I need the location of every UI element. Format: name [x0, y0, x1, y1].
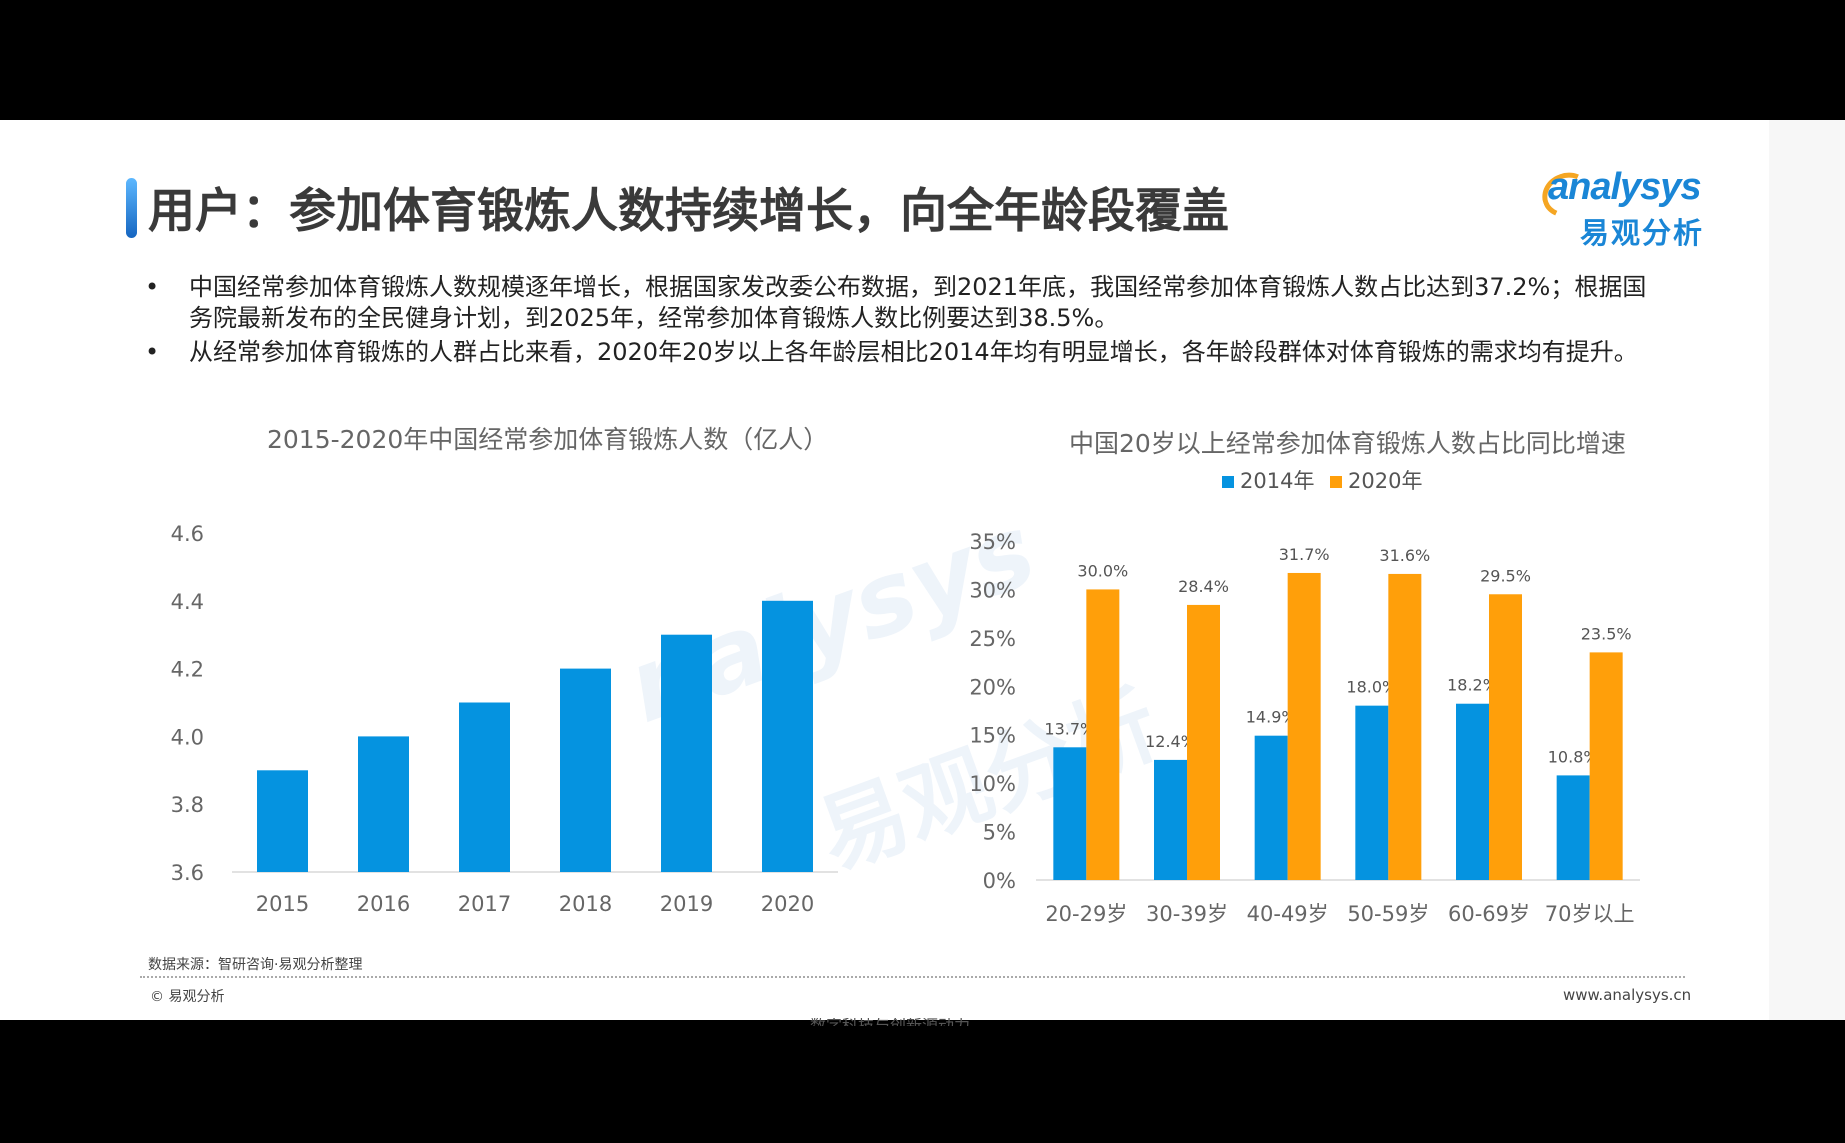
x-tick-label: 60-69岁: [1448, 902, 1530, 926]
bar-2020年-50-59岁: [1388, 573, 1422, 880]
data-label: 18.0%: [1346, 678, 1397, 697]
bar-2014年-50-59岁: [1355, 705, 1389, 880]
x-tick-label: 50-59岁: [1347, 902, 1429, 926]
data-label: 18.2%: [1447, 676, 1498, 695]
bar-2014年-70岁以上: [1556, 775, 1590, 880]
x-tick-label: 20-29岁: [1045, 902, 1127, 926]
x-tick-label: 2016: [357, 892, 410, 916]
bar-2016: [358, 736, 409, 872]
y-tick-label: 4.6: [171, 522, 204, 546]
right-margin-strip: [1769, 120, 1845, 1020]
slide: nalysys 易观分析 用户：参加体育锻炼人数持续增长，向全年龄段覆盖 ana…: [0, 120, 1845, 1020]
data-label: 23.5%: [1581, 624, 1632, 643]
title-accent-bar: [126, 178, 137, 238]
data-label: 31.6%: [1379, 546, 1430, 565]
bar-2014年-60-69岁: [1456, 703, 1489, 880]
data-label: 28.4%: [1178, 577, 1229, 596]
data-label: 29.5%: [1480, 566, 1531, 585]
page-title: 用户：参加体育锻炼人数持续增长，向全年龄段覆盖: [148, 184, 1229, 239]
x-tick-label: 2020: [761, 892, 814, 916]
legend-swatch-2014: [1222, 476, 1234, 488]
bar-2014年-40-49岁: [1254, 735, 1288, 880]
logo-text-en: analysys: [1548, 166, 1702, 208]
bar-2018: [560, 668, 611, 872]
bar-2015: [257, 770, 308, 872]
footer-divider: [140, 976, 1685, 978]
website-text: www.analysys.cn: [1563, 986, 1692, 1004]
bar-2020年-30-39岁: [1187, 604, 1220, 880]
bullet-text: 从经常参加体育锻炼的人群占比来看，2020年20岁以上各年龄层相比2014年均有…: [189, 338, 1638, 366]
x-tick-label: 40-49岁: [1247, 902, 1329, 926]
bullet-dot: •: [145, 338, 160, 366]
x-tick-label: 2018: [559, 892, 612, 916]
x-tick-label: 2019: [660, 892, 713, 916]
y-tick-label: 4.4: [171, 590, 204, 614]
x-tick-label: 2017: [458, 892, 511, 916]
x-tick-label: 70岁以上: [1545, 902, 1635, 926]
bar-2017: [459, 702, 510, 872]
y-tick-label: 20%: [969, 675, 1016, 699]
y-tick-label: 4.2: [171, 658, 204, 682]
bottom-cutoff-text: 数字科技与创新源动力: [810, 1018, 990, 1026]
y-tick-label: 3.6: [171, 861, 204, 885]
legend-item-2014: 2014年: [1222, 465, 1314, 495]
chart-left-svg: 3.6 3.8 4.0 4.2 4.4 4.6 2015 2016 2017 2018 2019 20…: [171, 522, 838, 916]
copyright-text: © 易观分析: [150, 989, 225, 1005]
logo-text-cn: 易观分析: [1580, 216, 1705, 250]
bar-2020年-40-49岁: [1287, 572, 1321, 880]
data-label: 10.8%: [1548, 747, 1599, 766]
brand-logo: analysys 易观分析: [1535, 165, 1740, 256]
y-tick-label: 4.0: [171, 725, 204, 749]
y-tick-label: 25%: [969, 627, 1016, 651]
legend-swatch-2020: [1330, 476, 1342, 488]
bar-2020年-60-69岁: [1489, 594, 1522, 880]
chart-title-right: 中国20岁以上经常参加体育锻炼人数占比同比增速: [1069, 429, 1626, 458]
y-tick-label: 3.8: [171, 793, 204, 817]
legend-item-2020: 2020年: [1330, 465, 1422, 495]
y-tick-label: 0%: [983, 869, 1016, 893]
legend-label-2014: 2014年: [1240, 469, 1315, 493]
bar-2020年-70岁以上: [1589, 652, 1623, 880]
data-source: 数据来源：智研咨询·易观分析整理: [148, 957, 363, 973]
data-label: 14.9%: [1246, 708, 1297, 727]
legend-label-2020: 2020年: [1348, 469, 1423, 493]
chart-title-left: 2015-2020年中国经常参加体育锻炼人数（亿人）: [267, 425, 829, 454]
data-label: 30.0%: [1077, 561, 1128, 580]
data-label: 31.7%: [1279, 545, 1330, 564]
bullet-text: 中国经常参加体育锻炼人数规模逐年增长，根据国家发改委公布数据，到2021年底，我…: [189, 273, 1647, 332]
x-tick-label: 30-39岁: [1146, 902, 1228, 926]
x-tick-label: 2015: [256, 892, 309, 916]
bullet-dot: •: [145, 273, 160, 301]
watermark-text-cn: 易观分析: [805, 671, 1172, 889]
